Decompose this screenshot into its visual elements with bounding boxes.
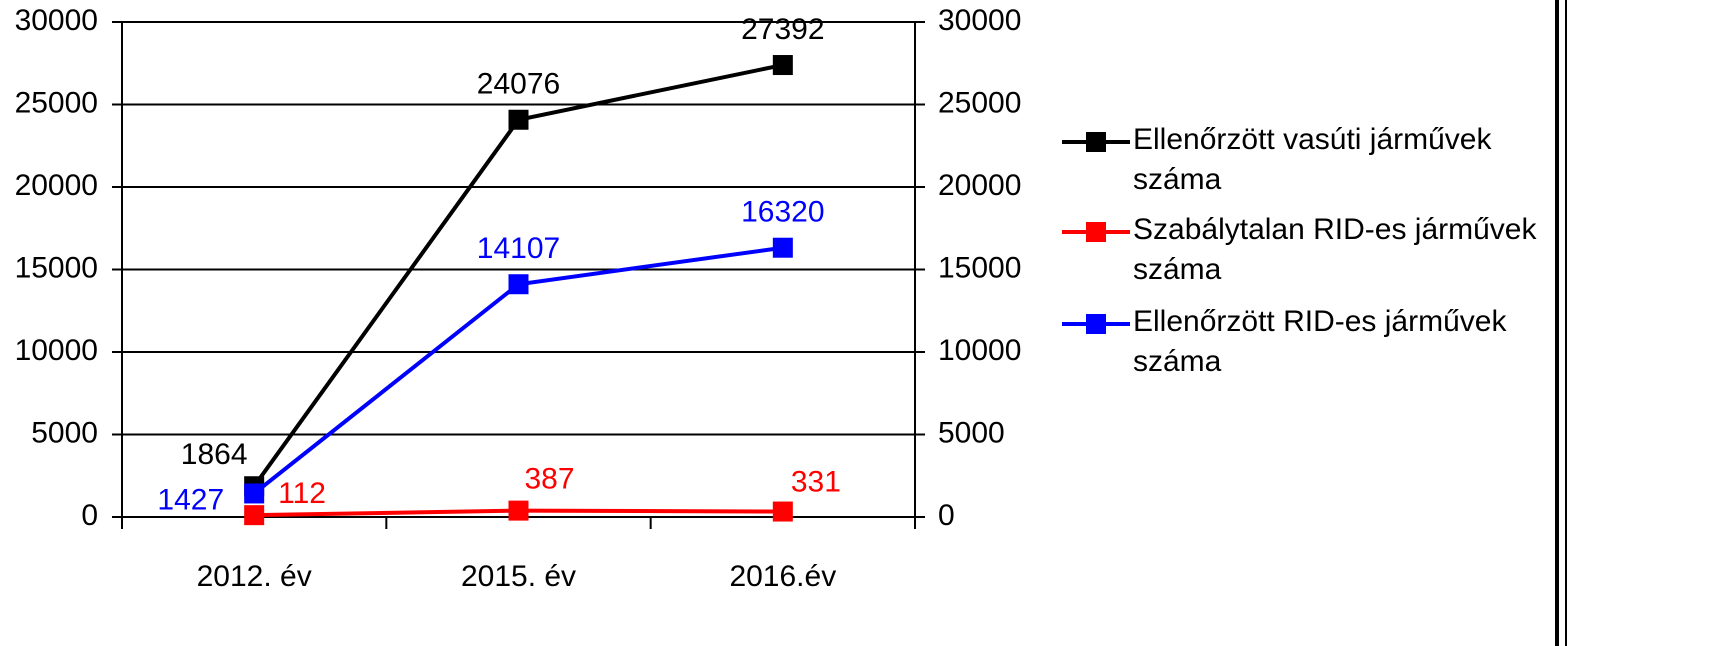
marker (508, 500, 529, 521)
y2-tick-label: 30000 (938, 4, 1021, 37)
data-label: 1864 (181, 438, 248, 471)
legend-marker (1086, 222, 1106, 242)
marker (772, 237, 793, 258)
data-label: 27392 (741, 13, 824, 46)
marker (772, 501, 793, 522)
y2-tick-label: 10000 (938, 334, 1021, 367)
y-tick-label: 5000 (31, 416, 98, 449)
y2-tick-label: 0 (938, 499, 955, 532)
marker (244, 505, 265, 526)
y-tick-label: 25000 (15, 86, 98, 119)
x-tick-label: 2012. év (197, 560, 312, 593)
y2-tick-label: 20000 (938, 169, 1021, 202)
legend-marker (1086, 132, 1106, 152)
y2-tick-label: 5000 (938, 416, 1005, 449)
data-label: 14107 (477, 232, 560, 265)
marker (508, 109, 529, 130)
marker (244, 483, 265, 504)
x-tick-label: 2016.év (729, 560, 836, 593)
marker (508, 274, 529, 295)
y-tick-label: 10000 (15, 334, 98, 367)
legend-label: Ellenőrzött RID-es járművek száma (1133, 305, 1507, 378)
y2-tick-label: 25000 (938, 86, 1021, 119)
data-label: 16320 (741, 196, 824, 229)
data-label: 331 (791, 465, 841, 498)
y-tick-label: 0 (81, 499, 98, 532)
data-label: 112 (278, 477, 326, 510)
y-tick-label: 20000 (15, 169, 98, 202)
y2-tick-label: 15000 (938, 251, 1021, 284)
y-tick-label: 15000 (15, 251, 98, 284)
legend-marker (1086, 314, 1106, 334)
y-tick-label: 30000 (15, 4, 98, 37)
x-tick-label: 2015. év (461, 560, 576, 593)
marker (772, 55, 793, 76)
data-label: 1427 (157, 483, 224, 516)
data-label: 387 (525, 463, 575, 496)
legend-label: Ellenőrzött vasúti járművek száma (1133, 123, 1492, 196)
legend-label: Szabálytalan RID-es járművek száma (1133, 213, 1537, 286)
data-label: 24076 (477, 68, 560, 101)
